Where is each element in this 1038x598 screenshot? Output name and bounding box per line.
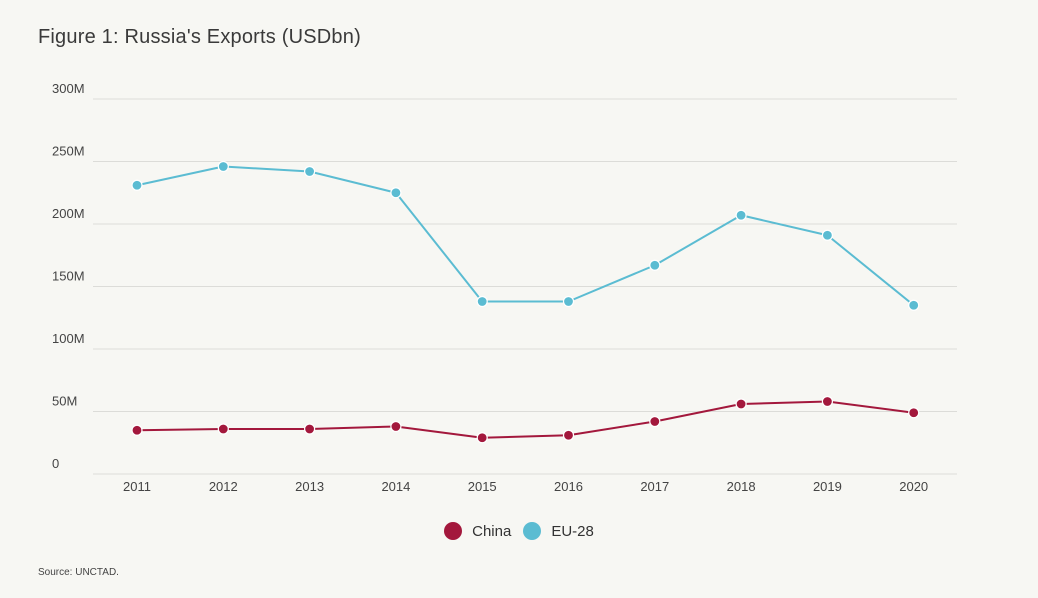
x-tick-label: 2013 <box>295 479 324 494</box>
data-point-eu-28 <box>217 160 229 173</box>
source-note: Source: UNCTAD. <box>38 567 119 578</box>
y-tick-label: 150M <box>52 269 85 284</box>
china-swatch-icon <box>444 522 463 540</box>
data-point-china <box>649 415 661 428</box>
series-line-china <box>136 400 914 439</box>
x-tick-label: 2015 <box>468 479 497 494</box>
x-tick-label: 2011 <box>123 479 151 494</box>
x-tick-label: 2017 <box>640 479 669 494</box>
x-tick-label: 2019 <box>813 479 842 494</box>
data-point-china <box>390 420 402 433</box>
y-tick-label: 200M <box>52 206 85 221</box>
data-point-eu-28 <box>476 295 488 308</box>
y-tick-label: 50M <box>52 394 77 409</box>
x-tick-label: 2012 <box>209 479 238 494</box>
data-point-china <box>217 423 229 435</box>
data-point-china <box>821 395 834 408</box>
data-point-china <box>562 429 575 441</box>
eu-swatch-icon <box>523 522 542 540</box>
legend-label-china: China <box>472 522 512 540</box>
data-point-eu-28 <box>304 165 316 178</box>
chart-title: Figure 1: Russia's Exports (USDbn) <box>38 26 361 48</box>
y-tick-label: 250M <box>52 144 85 159</box>
legend-label-eu: EU-28 <box>551 522 594 540</box>
data-point-china <box>476 432 488 444</box>
data-point-china <box>304 423 316 435</box>
x-tick-label: 2016 <box>554 479 583 494</box>
data-point-eu-28 <box>390 187 402 199</box>
data-point-eu-28 <box>821 229 834 241</box>
legend-item-eu[interactable]: EU-28 <box>523 522 594 540</box>
y-tick-label: 300M <box>52 81 85 96</box>
data-point-china <box>908 407 920 419</box>
data-point-china <box>735 398 747 410</box>
y-tick-label: 0 <box>52 456 59 471</box>
y-tick-label: 100M <box>52 331 85 346</box>
data-point-eu-28 <box>562 295 575 308</box>
series-line-eu-28 <box>136 165 915 307</box>
legend-item-china[interactable]: China <box>444 522 511 540</box>
data-point-eu-28 <box>131 179 143 191</box>
x-tick-label: 2018 <box>727 479 756 494</box>
data-point-eu-28 <box>908 299 920 311</box>
legend: China EU-28 <box>0 522 1038 540</box>
x-tick-label: 2020 <box>899 479 928 494</box>
data-point-eu-28 <box>649 259 661 271</box>
x-tick-label: 2014 <box>381 479 410 494</box>
data-point-china <box>131 424 143 436</box>
data-point-eu-28 <box>735 209 747 221</box>
